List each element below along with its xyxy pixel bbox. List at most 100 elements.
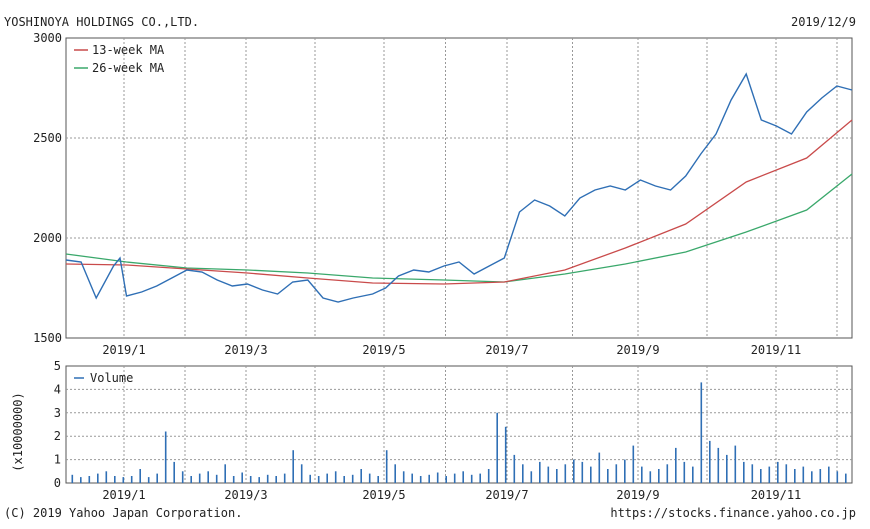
volume-bar [504, 426, 507, 483]
volume-bars [71, 382, 847, 483]
volume-bar [198, 473, 201, 483]
volume-bar [717, 447, 720, 483]
price-x-axis: 2019/1 2019/3 2019/5 2019/7 2019/9 2019/11 [102, 343, 801, 357]
volume-bar [598, 452, 601, 483]
volume-bar [794, 469, 796, 483]
volume-bar [114, 476, 116, 483]
price-plot-area [65, 37, 853, 339]
volume-y-tick-label: 5 [54, 359, 61, 373]
volume-bar [700, 382, 703, 483]
price-x-tick-label: 2019/7 [485, 343, 528, 357]
volume-bar [539, 461, 541, 483]
volume-bar [487, 469, 490, 483]
volume-axis-unit-label: (x10000000) [11, 392, 25, 471]
volume-y-axis: 5 4 3 2 1 0 [54, 359, 61, 490]
volume-bar [351, 474, 354, 483]
volume-bar [522, 464, 524, 483]
volume-bar [624, 459, 626, 483]
series-line-13-week-ma [65, 119, 853, 285]
volume-bar [215, 474, 218, 483]
volume-bar [819, 469, 822, 483]
volume-bar [436, 472, 439, 483]
volume-bar [547, 466, 550, 483]
price-x-tick-label: 2019/5 [362, 343, 405, 357]
price-x-tick-label: 2019/3 [224, 343, 267, 357]
volume-bar [496, 412, 498, 483]
volume-bar [479, 473, 481, 483]
volume-bar [777, 461, 779, 483]
volume-bar [428, 474, 430, 483]
volume-bar [734, 445, 737, 483]
volume-bar [666, 464, 669, 483]
volume-x-tick-label: 2019/3 [224, 488, 267, 502]
volume-bar [241, 472, 243, 483]
volume-bar [751, 464, 754, 483]
volume-x-tick-label: 2019/1 [102, 488, 145, 502]
volume-bar [709, 440, 711, 483]
volume-bar [530, 471, 533, 483]
volume-bar [173, 461, 175, 483]
volume-x-tick-label: 2019/7 [485, 488, 528, 502]
series-line-price [65, 72, 853, 303]
volume-legend: Volume [74, 371, 133, 385]
volume-bar [470, 474, 473, 483]
volume-bar [156, 473, 158, 483]
volume-bar [343, 476, 345, 483]
volume-bar [641, 466, 643, 483]
volume-bar [453, 473, 456, 483]
volume-bar [607, 469, 609, 483]
volume-bar [402, 471, 405, 483]
price-series [65, 72, 853, 303]
volume-bar [139, 469, 141, 483]
volume-bar [275, 476, 277, 483]
volume-bar [581, 461, 584, 483]
series-line-26-week-ma [65, 173, 853, 283]
volume-bar [97, 473, 99, 483]
volume-y-tick-label: 3 [54, 406, 61, 420]
volume-bar [419, 476, 422, 483]
legend-label-volume: Volume [90, 371, 133, 385]
volume-bar [334, 471, 337, 483]
volume-bar [462, 471, 464, 483]
volume-bar [828, 466, 830, 483]
volume-bar [836, 471, 839, 483]
volume-y-tick-label: 0 [54, 476, 61, 490]
volume-bar [309, 474, 311, 483]
volume-bar [564, 464, 567, 483]
source-url[interactable]: https://stocks.finance.yahoo.co.jp [610, 506, 856, 520]
volume-bar [266, 474, 269, 483]
volume-bar [224, 464, 226, 483]
volume-bar [130, 476, 133, 483]
price-y-tick-label: 2000 [33, 231, 62, 245]
volume-x-tick-label: 2019/5 [362, 488, 405, 502]
volume-bar [385, 450, 388, 483]
volume-bar [164, 431, 167, 483]
volume-bar [649, 471, 652, 483]
volume-grid [66, 366, 852, 483]
company-name: YOSHINOYA HOLDINGS CO.,LTD. [4, 15, 200, 29]
volume-bar [811, 471, 813, 483]
price-y-tick-label: 3000 [33, 31, 62, 45]
volume-bar [232, 476, 235, 483]
volume-bar [190, 476, 192, 483]
volume-x-tick-label: 2019/11 [751, 488, 802, 502]
price-y-axis: 3000 2500 2000 1500 [33, 31, 62, 345]
price-x-tick-label: 2019/9 [616, 343, 659, 357]
volume-bar [845, 473, 847, 483]
price-x-tick-label: 2019/11 [751, 343, 802, 357]
volume-bar [445, 476, 447, 483]
volume-bar [105, 471, 108, 483]
price-legend: 13-week MA 26-week MA [74, 43, 165, 75]
volume-plot-area [65, 365, 853, 484]
price-y-tick-label: 1500 [33, 331, 62, 345]
price-y-tick-label: 2500 [33, 131, 62, 145]
volume-bar [249, 476, 252, 483]
volume-bar [675, 447, 677, 483]
volume-x-tick-label: 2019/9 [616, 488, 659, 502]
volume-bar [556, 469, 558, 483]
volume-bar [726, 454, 728, 483]
volume-x-axis: 2019/1 2019/3 2019/5 2019/7 2019/9 2019/11 [102, 488, 801, 502]
volume-bar [360, 469, 362, 483]
